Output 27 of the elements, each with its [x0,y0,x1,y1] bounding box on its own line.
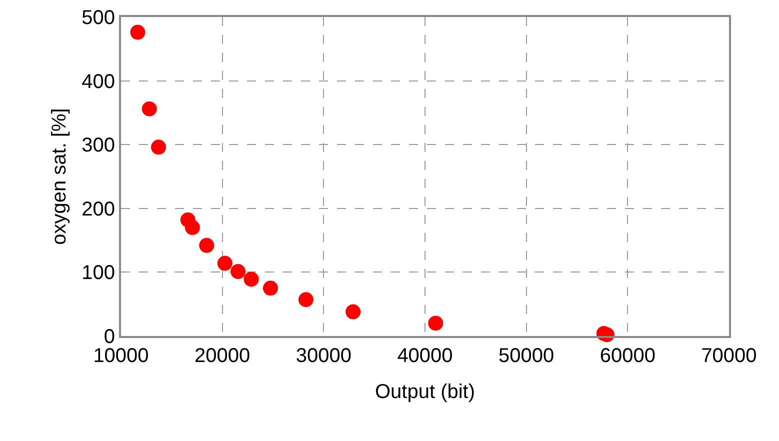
point [230,264,246,280]
x-tick-label: 20000 [194,345,250,367]
y-tick-label: 300 [82,134,115,157]
x-tick-label: 10000 [93,345,149,367]
point [428,316,444,331]
y-tick-label: 0 [104,326,115,348]
point [244,272,259,287]
x-tick-label: 40000 [397,345,453,367]
y-tick-label: 400 [82,70,115,93]
y-tick-label: 100 [82,262,115,284]
point [217,256,232,271]
point [150,140,166,155]
point [142,101,157,116]
y-tick-label: 500 [82,7,115,29]
point [184,220,200,236]
point [130,24,146,40]
point [262,280,278,296]
point [298,292,314,308]
point [199,238,214,253]
x-axis-title: Output (bit) [374,381,476,403]
y-axis-title: oxygen sat. [%] [48,108,71,245]
x-tick-label: 60000 [600,345,656,367]
x-tick-label: 70000 [701,345,757,367]
y-tick-label: 200 [82,198,115,220]
x-tick-label: 50000 [498,345,554,367]
x-tick-label: 30000 [296,345,352,367]
point [346,304,361,320]
